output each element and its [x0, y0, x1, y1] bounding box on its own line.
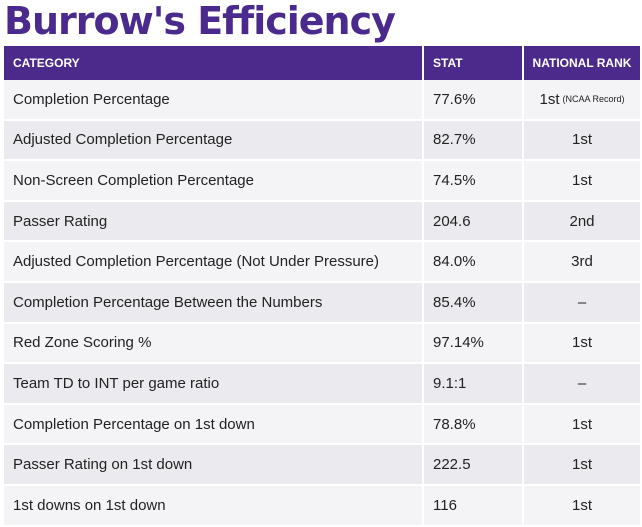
category-cell: Completion Percentage	[13, 90, 170, 108]
rank-note: (NCAA Record)	[562, 94, 625, 105]
category-cell: Passer Rating on 1st down	[13, 456, 193, 474]
table-row: Team TD to INT per game ratio 9.1:1 –	[4, 364, 640, 405]
rank-value: 1st	[571, 131, 592, 149]
rank-value: 3rd	[571, 253, 593, 271]
category-cell: Completion Percentage on 1st down	[13, 415, 255, 433]
rank-cell: –	[522, 364, 640, 403]
rank-value: –	[577, 293, 587, 311]
rank-cell: 1st	[522, 120, 640, 160]
stat-cell: 85.4%	[422, 282, 522, 322]
table-row: Adjusted Completion Percentage 82.7% 1st	[4, 120, 640, 162]
table-row: Completion Percentage Between the Number…	[4, 282, 640, 324]
category-cell: Red Zone Scoring %	[13, 334, 152, 352]
stat-cell: 204.6	[422, 201, 522, 241]
table-header: CATEGORY STAT NATIONAL RANK	[4, 46, 640, 80]
stat-cell: 9.1:1	[422, 364, 522, 403]
category-cell: Team TD to INT per game ratio	[13, 374, 220, 392]
column-header-national-rank: NATIONAL RANK	[522, 46, 640, 80]
category-cell: Adjusted Completion Percentage	[13, 131, 233, 149]
category-cell: Completion Percentage Between the Number…	[13, 293, 323, 311]
table-body: Completion Percentage 77.6% 1st (NCAA Recor…	[4, 80, 640, 527]
stat-cell: 97.14%	[422, 323, 522, 363]
rank-value: 1st	[571, 334, 592, 352]
rank-value: –	[577, 374, 587, 392]
rank-value: 1st	[571, 171, 592, 189]
table-row: Passer Rating on 1st down 222.5 1st	[4, 445, 640, 486]
category-cell: 1st downs on 1st down	[13, 496, 166, 514]
rank-cell: 3rd	[522, 242, 640, 281]
stat-cell: 77.6%	[422, 80, 522, 119]
stat-cell: 222.5	[422, 445, 522, 484]
table-row: Passer Rating 204.6 2nd	[4, 201, 640, 243]
table-row: Red Zone Scoring % 97.14% 1st	[4, 323, 640, 365]
rank-cell: –	[522, 282, 640, 322]
rank-cell: 1st	[522, 485, 640, 525]
column-header-category: CATEGORY	[13, 56, 80, 70]
rank-cell: 1st	[522, 323, 640, 363]
table-row: Completion Percentage on 1st down 78.8% 1s…	[4, 404, 640, 446]
category-cell: Adjusted Completion Percentage (Not Unde…	[13, 253, 380, 271]
rank-cell: 1st	[522, 404, 640, 444]
efficiency-table: CATEGORY STAT NATIONAL RANK Completion P…	[4, 46, 640, 527]
rank-cell: 1st	[522, 161, 640, 200]
column-header-stat: STAT	[422, 46, 522, 80]
rank-value: 1st	[571, 456, 592, 474]
category-cell: Non-Screen Completion Percentage	[13, 171, 254, 189]
rank-cell: 1st	[522, 445, 640, 484]
stat-cell: 116	[422, 485, 522, 525]
stat-cell: 74.5%	[422, 161, 522, 200]
rank-value: 1st	[571, 496, 592, 514]
table-row: 1st downs on 1st down 116 1st	[4, 485, 640, 527]
category-cell: Passer Rating	[13, 212, 108, 230]
page-title: Burrow's Efficiency	[4, 0, 396, 43]
table-row: Adjusted Completion Percentage (Not Unde…	[4, 242, 640, 283]
rank-value: 2nd	[569, 212, 595, 230]
rank-value: 1st	[571, 415, 592, 433]
rank-cell: 2nd	[522, 201, 640, 241]
stat-cell: 78.8%	[422, 404, 522, 444]
stat-cell: 84.0%	[422, 242, 522, 281]
stat-cell: 82.7%	[422, 120, 522, 160]
table-row: Non-Screen Completion Percentage 74.5% 1st	[4, 161, 640, 202]
table-row: Completion Percentage 77.6% 1st (NCAA Recor…	[4, 80, 640, 121]
rank-value: 1st	[539, 90, 560, 108]
rank-cell: 1st (NCAA Record)	[522, 80, 640, 119]
